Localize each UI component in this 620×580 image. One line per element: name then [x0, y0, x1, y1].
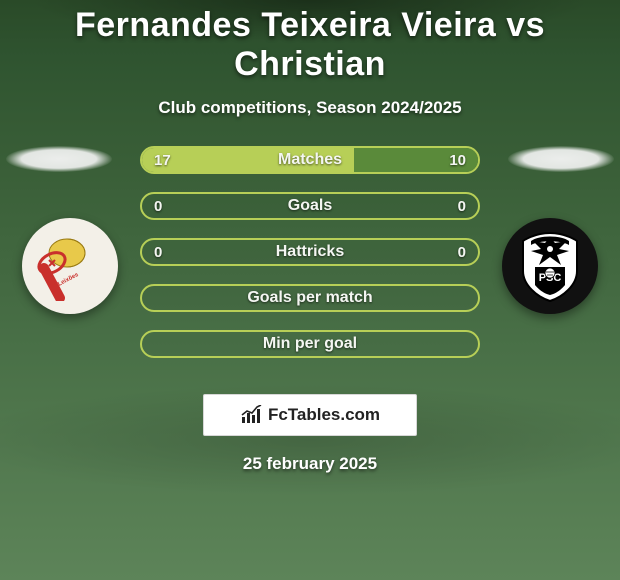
- stat-label: Hattricks: [276, 243, 344, 261]
- watermark-text: FcTables.com: [268, 405, 380, 425]
- chart-icon: [240, 405, 262, 425]
- stat-value-right: 10: [449, 148, 466, 172]
- portimonense-icon: PSC: [511, 227, 589, 305]
- player-shadow-right: [508, 146, 614, 172]
- stat-value-right: 0: [458, 240, 466, 264]
- comparison-arena: Leixões PSC 17 10 Matches 0 0 Goals 0 0 Hattrick…: [0, 146, 620, 376]
- club-badge-left: Leixões: [22, 218, 118, 314]
- stat-bar: Goals per match: [140, 284, 480, 312]
- club-badge-right: PSC: [502, 218, 598, 314]
- stat-label: Matches: [278, 151, 342, 169]
- stat-bar: 17 10 Matches: [140, 146, 480, 174]
- leixoes-icon: Leixões: [35, 231, 105, 301]
- stat-bars: 17 10 Matches 0 0 Goals 0 0 Hattricks Goals per m…: [140, 146, 480, 358]
- subtitle: Club competitions, Season 2024/2025: [0, 98, 620, 118]
- stat-value-right: 0: [458, 194, 466, 218]
- stat-bar: 0 0 Goals: [140, 192, 480, 220]
- stat-label: Goals: [288, 197, 332, 215]
- date-label: 25 february 2025: [0, 454, 620, 474]
- player-shadow-left: [6, 146, 112, 172]
- page-title: Fernandes Teixeira Vieira vs Christian: [0, 6, 620, 84]
- watermark-badge: FcTables.com: [203, 394, 417, 436]
- stat-label: Goals per match: [247, 289, 372, 307]
- stat-value-left: 0: [154, 194, 162, 218]
- stat-bar: Min per goal: [140, 330, 480, 358]
- svg-text:Leixões: Leixões: [57, 272, 80, 288]
- stat-value-left: 17: [154, 148, 171, 172]
- stat-bar: 0 0 Hattricks: [140, 238, 480, 266]
- stat-label: Min per goal: [263, 335, 357, 353]
- stat-value-left: 0: [154, 240, 162, 264]
